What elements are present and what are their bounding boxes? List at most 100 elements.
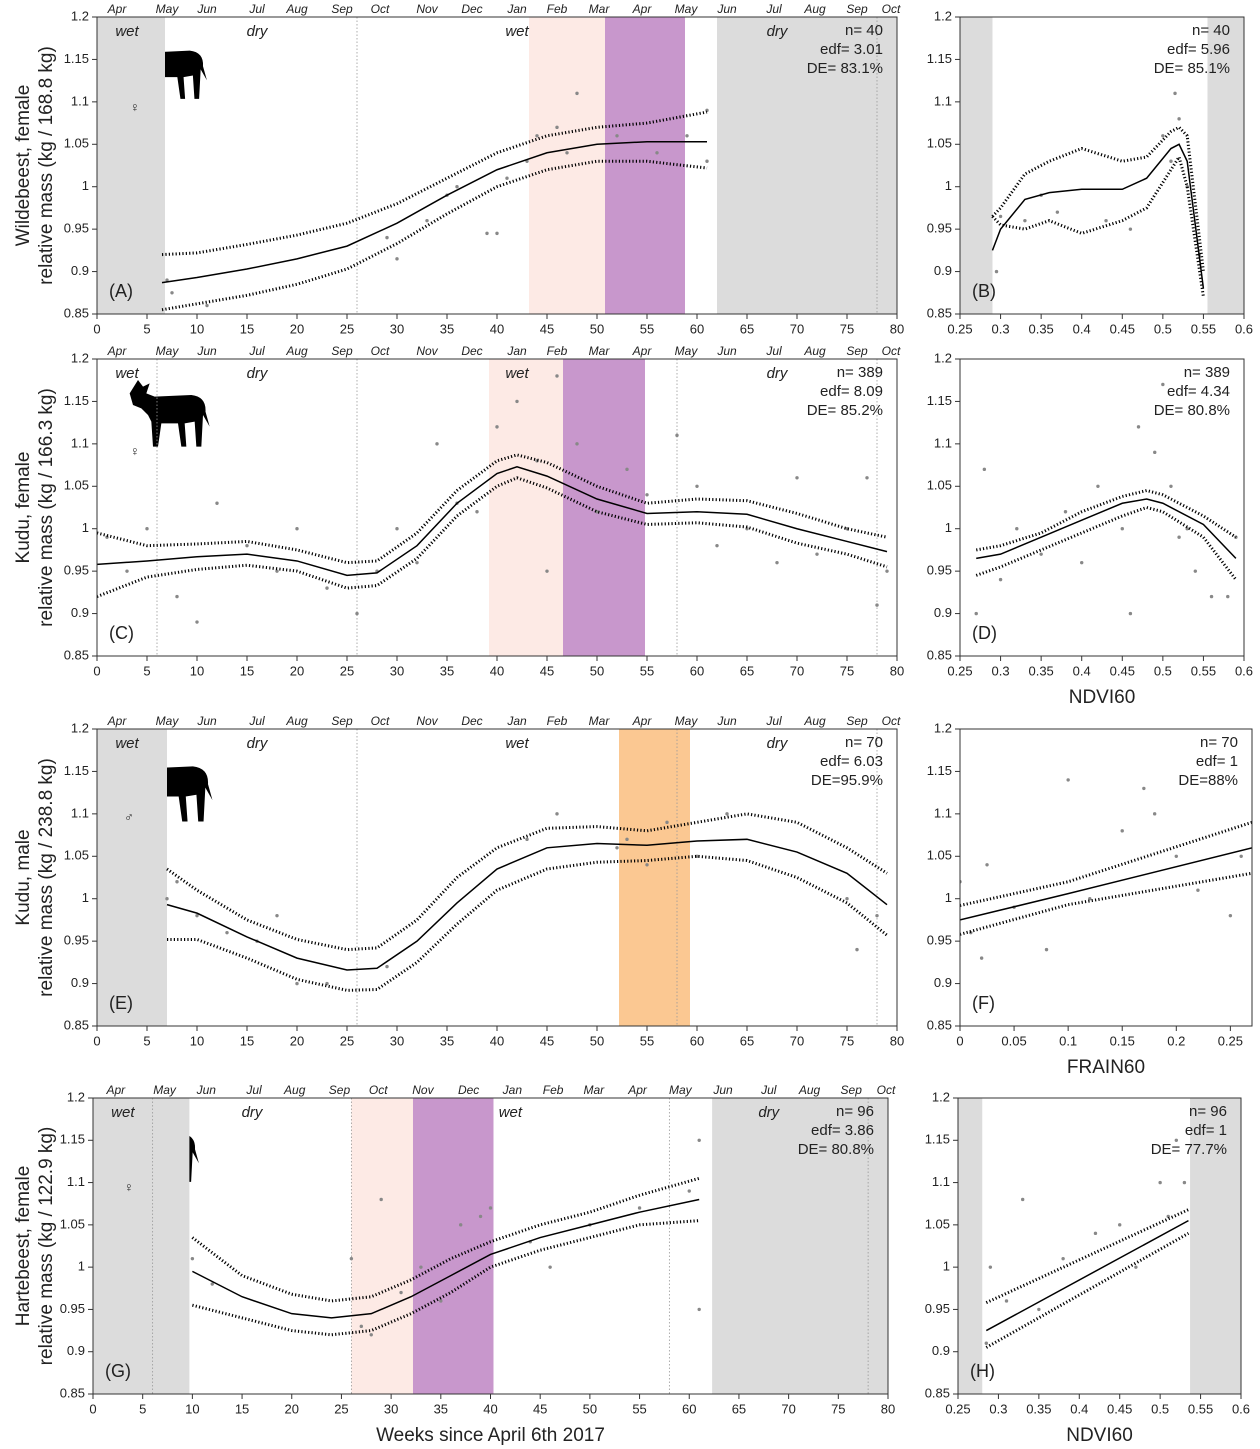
season-label: dry [767,23,789,40]
data-point [399,1290,403,1295]
y-tick-label: 1.1 [932,1174,950,1189]
month-label: Jan [506,2,527,16]
month-label: Aug [285,714,308,728]
shaded-period [93,1098,190,1394]
data-point [475,510,479,514]
data-point [295,981,299,986]
data-point [615,846,619,850]
data-point [1193,569,1198,573]
data-point [1120,527,1124,531]
data-point [1161,382,1165,387]
shaded-period [412,1098,494,1394]
y-tick-label: 0.9 [934,263,952,278]
data-point [885,569,889,573]
model-stat: DE=95.9% [811,772,883,789]
x-tick-label: 35 [434,1401,448,1416]
month-label: May [156,2,180,16]
model-stat: DE= 80.8% [1154,402,1230,419]
panel-label: (H) [970,1361,995,1381]
data-point [210,1282,214,1286]
model-stat: n= 70 [845,734,883,751]
y-tick-label: 1.2 [932,1089,950,1104]
month-label: Mar [584,1083,606,1097]
data-point [165,278,169,282]
fit-line [985,1219,1189,1332]
y-axis-label: Wildebeest, female [13,85,34,247]
x-tick-label: 30 [390,321,404,336]
y-tick-label: 1.05 [64,136,89,151]
month-label: Apr [107,344,128,358]
month-label: Jun [196,344,217,358]
data-point [455,185,459,189]
fit-line [960,847,1252,921]
data-point [1169,484,1173,488]
season-label: wet [115,735,139,752]
season-label: dry [242,1104,264,1121]
data-point [415,560,419,565]
data-point [974,611,978,616]
axes-frame [959,728,1253,1027]
month-label: Nov [416,2,438,16]
data-point [1118,1223,1122,1227]
x-tick-label: 0.5 [1154,663,1172,678]
data-point [485,231,489,236]
season-label: wet [505,23,529,40]
x-tick-label: 25 [340,663,354,678]
month-label: Mar [589,344,611,358]
x-tick-label: 65 [740,663,754,678]
data-point [1239,854,1243,858]
model-stat: edf= 3.86 [811,1122,874,1139]
axes-frame [957,1097,1242,1395]
month-label: Jun [716,2,737,16]
data-point [979,956,984,960]
x-tick-label: 5 [143,1033,150,1048]
x-tick-label: 0.5 [1151,1401,1169,1416]
data-point [1134,1265,1138,1269]
x-tick-label: 80 [890,1033,904,1048]
model-stat: DE= 85.2% [807,402,883,419]
data-point [575,91,579,96]
model-stat: DE= 83.1% [807,60,883,77]
x-tick-label: 65 [740,1033,754,1048]
data-point [1037,1307,1041,1312]
x-tick-label: 60 [690,663,704,678]
data-point [1020,1197,1025,1202]
x-tick-label: 60 [690,321,704,336]
y-tick-label: 0.85 [64,647,89,662]
y-tick-label: 1.05 [925,1216,950,1231]
data-point [275,569,279,573]
season-label: dry [247,365,269,382]
data-point [845,897,849,901]
month-label: Aug [283,1083,306,1097]
data-point [645,493,649,497]
shaded-period [489,359,563,656]
data-point [1177,535,1181,539]
data-point [379,1197,383,1202]
x-tick-label: 60 [690,1033,704,1048]
data-point [1209,594,1214,599]
model-stat: edf= 1 [1185,1122,1227,1139]
month-label: Apr [107,714,128,728]
data-point [495,231,499,236]
model-stat: edf= 4.34 [1167,383,1230,400]
x-tick-label: 0.3 [992,663,1010,678]
data-point [295,527,299,531]
y-tick-label: 0.9 [934,605,952,620]
x-tick-label: 35 [440,321,454,336]
x-tick-label: 15 [235,1401,249,1416]
data-point [369,1333,373,1337]
data-point [439,1299,443,1303]
y-tick-label: 1.15 [925,1132,950,1147]
x-tick-label: 0.35 [1026,1401,1051,1416]
data-point [795,476,799,480]
data-point [145,527,149,531]
x-tick-label: 0.55 [1188,1401,1213,1416]
y-tick-label: 1 [82,520,89,535]
x-tick-label: 25 [340,1033,354,1048]
month-label: Dec [461,344,482,358]
month-label: Feb [547,344,568,358]
x-tick-label: 0.2 [1167,1033,1185,1048]
shaded-period [1190,1098,1241,1394]
data-point [994,269,999,274]
y-tick-label: 1.1 [934,805,952,820]
